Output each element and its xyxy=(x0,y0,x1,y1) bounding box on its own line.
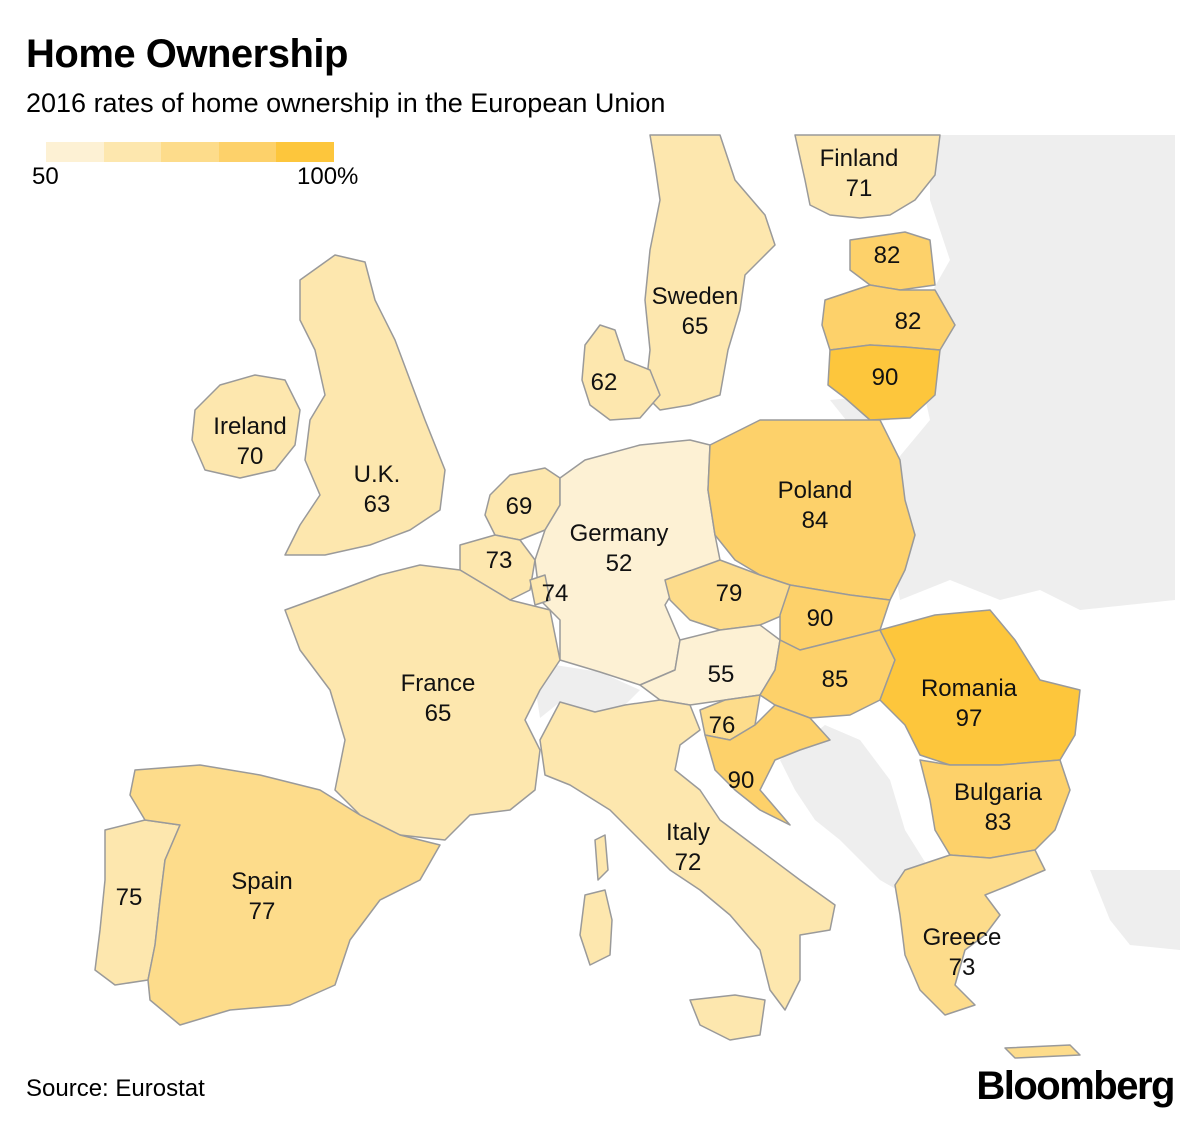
label-sweden-value: 65 xyxy=(682,313,709,340)
label-u-k--value: 63 xyxy=(364,491,391,518)
island-sicily xyxy=(689,994,766,1041)
legend-step xyxy=(103,142,162,162)
country-france xyxy=(284,564,561,841)
label-czech-republic-value: 79 xyxy=(716,580,743,607)
label-bulgaria-name: Bulgaria xyxy=(954,779,1043,806)
country-ireland xyxy=(191,374,301,479)
label-italy-value: 72 xyxy=(675,849,702,876)
label-france-value: 65 xyxy=(425,700,452,727)
label-latvia-value: 82 xyxy=(895,308,922,335)
country-croatia xyxy=(704,704,831,826)
label-u-k--name: U.K. xyxy=(354,461,401,488)
legend-max-label: 100% xyxy=(297,163,359,190)
label-poland-value: 84 xyxy=(802,507,829,534)
label-belgium-value: 73 xyxy=(486,547,513,574)
island-sardinia xyxy=(579,889,613,966)
label-luxembourg-value: 74 xyxy=(542,580,569,607)
label-italy-name: Italy xyxy=(666,819,710,846)
label-spain-name: Spain xyxy=(231,868,292,895)
label-lithuania-value: 90 xyxy=(872,364,899,391)
label-denmark-value: 62 xyxy=(591,369,618,396)
country-luxembourg xyxy=(529,574,551,606)
country-sweden xyxy=(644,134,776,411)
label-germany-name: Germany xyxy=(570,520,669,547)
map-labels: Finland 71 Sweden 65 82 82 90 62 Ireland 70 U.K. 63… xyxy=(116,145,1043,981)
country-italy xyxy=(539,699,836,1011)
chart-title: Home Ownership xyxy=(26,32,348,76)
chart-subtitle: 2016 rates of home ownership in the Euro… xyxy=(26,88,666,118)
eu-countries xyxy=(94,134,1081,1059)
label-portugal-value: 75 xyxy=(116,884,143,911)
label-ireland-value: 70 xyxy=(237,443,264,470)
label-greece-value: 73 xyxy=(949,954,976,981)
label-netherlands-value: 69 xyxy=(506,493,533,520)
legend-step xyxy=(276,142,334,162)
label-finland-name: Finland xyxy=(820,145,899,172)
label-romania-value: 97 xyxy=(956,705,983,732)
color-legend-scale xyxy=(46,142,334,162)
legend-step xyxy=(161,142,219,162)
non-eu-land xyxy=(535,135,1180,950)
label-finland-value: 71 xyxy=(846,175,873,202)
country-greece xyxy=(894,849,1046,1016)
label-poland-name: Poland xyxy=(778,477,853,504)
label-slovenia-value: 76 xyxy=(709,712,736,739)
country-finland xyxy=(794,134,941,219)
island-crete xyxy=(1004,1044,1081,1059)
label-estonia-value: 82 xyxy=(874,242,901,269)
label-ireland-name: Ireland xyxy=(213,413,286,440)
country-lithuania xyxy=(827,344,941,421)
label-austria-value: 55 xyxy=(708,661,735,688)
country-estonia xyxy=(849,231,936,291)
country-spain xyxy=(129,764,441,1026)
legend-step xyxy=(218,142,277,162)
label-bulgaria-value: 83 xyxy=(985,809,1012,836)
legend-min-label: 50 xyxy=(32,163,59,190)
label-germany-value: 52 xyxy=(606,550,633,577)
country-bulgaria xyxy=(919,759,1071,859)
bloomberg-logo: Bloomberg xyxy=(976,1064,1175,1108)
label-croatia-value: 90 xyxy=(728,767,755,794)
source-note: Source: Eurostat xyxy=(26,1075,205,1102)
legend-step xyxy=(46,142,104,162)
country-uk xyxy=(284,254,446,556)
label-sweden-name: Sweden xyxy=(652,283,739,310)
island-corsica xyxy=(594,834,609,881)
europe-map: Finland 71 Sweden 65 82 82 90 62 Ireland 70 U.K. 63… xyxy=(94,134,1180,1059)
label-spain-value: 77 xyxy=(249,898,276,925)
label-slovakia-value: 90 xyxy=(807,605,834,632)
country-denmark xyxy=(581,324,661,421)
country-latvia xyxy=(821,284,956,351)
label-france-name: France xyxy=(401,670,476,697)
label-greece-name: Greece xyxy=(923,924,1002,951)
label-romania-name: Romania xyxy=(921,675,1018,702)
country-czech xyxy=(664,559,796,631)
label-hungary-value: 85 xyxy=(822,666,849,693)
